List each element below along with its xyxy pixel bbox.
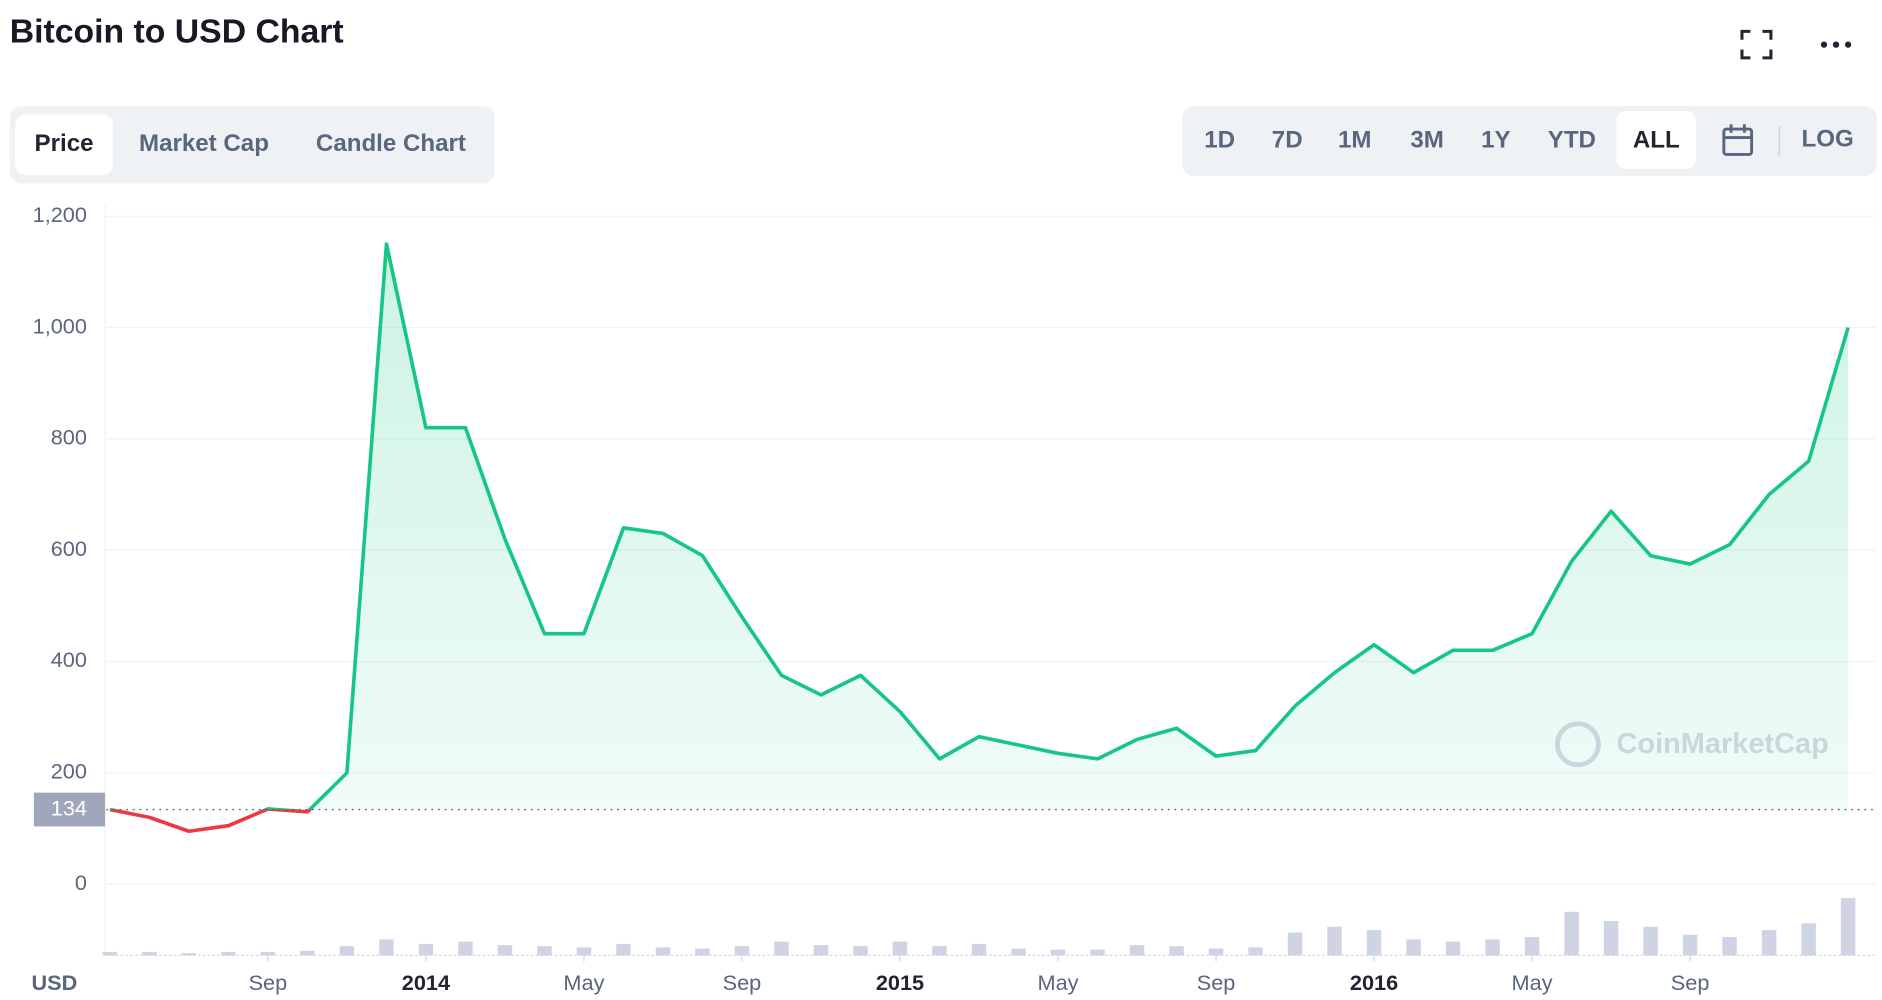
volume-bar [616,943,631,956]
calendar-icon[interactable] [1722,124,1754,156]
y-tick-label: 1,000 [33,313,87,338]
x-tick-label: Sep [249,970,288,995]
volume-bar [1801,923,1816,956]
y-tick-label: 200 [51,759,87,784]
tab[interactable]: Market Cap [139,130,269,157]
x-tick-label: May [563,970,604,995]
range-button[interactable]: YTD [1548,127,1596,154]
x-tick-label: 2015 [876,970,924,995]
y-tick-label: 0 [75,870,87,895]
volume-bar [1564,911,1579,956]
more-icon[interactable] [1820,41,1852,48]
volume-bar [1366,930,1382,956]
range-button[interactable]: 7D [1272,127,1303,154]
y-tick-label: 400 [51,647,87,672]
y-tick-label: 800 [51,425,87,450]
reference-label-bg [33,792,106,827]
volume-bar [971,943,987,956]
volume-bar [734,946,750,956]
volume-bar [537,946,552,956]
volume-bar [418,943,434,956]
volume-bar [695,948,710,956]
volume-bar [1643,926,1658,956]
price-area [109,244,1849,810]
volume-bar [1129,945,1145,956]
x-tick-label: Sep [723,970,762,995]
volume-bar [181,953,197,956]
volume-bar [655,947,671,956]
range-button[interactable]: 1D [1204,127,1235,154]
volume-bar [1485,939,1500,956]
volume-bar [102,951,118,956]
volume-bar [1524,937,1540,956]
volume-bar [142,951,157,956]
x-tick-label: Sep [1671,970,1710,995]
volume-bar [497,945,513,956]
tab-active-bg [15,114,113,175]
range-button[interactable]: 1Y [1481,127,1510,154]
volume-bar [853,946,868,956]
volume-bar [813,945,829,956]
volume-bar [1761,930,1777,956]
x-tick-label: 2014 [402,970,450,995]
volume-bar [774,941,789,956]
volume-bar [576,947,592,956]
volume-bar [1722,937,1737,956]
volume-bar [1682,934,1698,956]
x-tick-label: 2016 [1350,970,1398,995]
tab[interactable]: Candle Chart [316,130,466,157]
volume-bar [1169,946,1184,956]
volume-bar [260,951,276,956]
volume-bar [1248,947,1263,956]
range-button[interactable]: ALL [1633,127,1680,154]
volume-bar [1445,941,1461,956]
range-group [1182,106,1878,177]
chart-title: Bitcoin to USD Chart [10,13,344,51]
y-axis-label: USD [31,970,77,995]
tab[interactable]: Price [35,130,94,157]
volume-bar [932,946,947,956]
tab-group [9,106,495,184]
fullscreen-icon[interactable] [1740,29,1773,60]
volume-bar [1090,949,1105,956]
volume-bar [1287,932,1303,956]
volume-bar [1327,926,1342,956]
x-tick-label: Sep [1197,970,1236,995]
x-tick-label: May [1038,970,1079,995]
y-tick-label: 600 [51,536,87,561]
volume-bar [1603,920,1619,956]
reference-label: 134 [51,795,87,820]
y-tick-label: 1,200 [33,202,87,227]
range-active-bg [1616,110,1697,169]
x-tick-label: May [1512,970,1553,995]
log-button[interactable]: LOG [1801,125,1853,152]
volume-bar [892,941,908,956]
volume-bar [339,946,355,956]
range-button[interactable]: 3M [1410,127,1443,154]
volume-bar [221,951,236,956]
range-button[interactable]: 1M [1338,127,1372,154]
volume-bar [379,939,394,956]
volume-bar [458,941,473,956]
volume-bar [1011,948,1026,956]
volume-bar [300,950,315,956]
volume-bar [1050,949,1066,956]
volume-bar [1840,898,1856,956]
price-line-up [109,242,1850,810]
volume-bar [1406,939,1421,956]
volume-bar [1208,948,1224,956]
